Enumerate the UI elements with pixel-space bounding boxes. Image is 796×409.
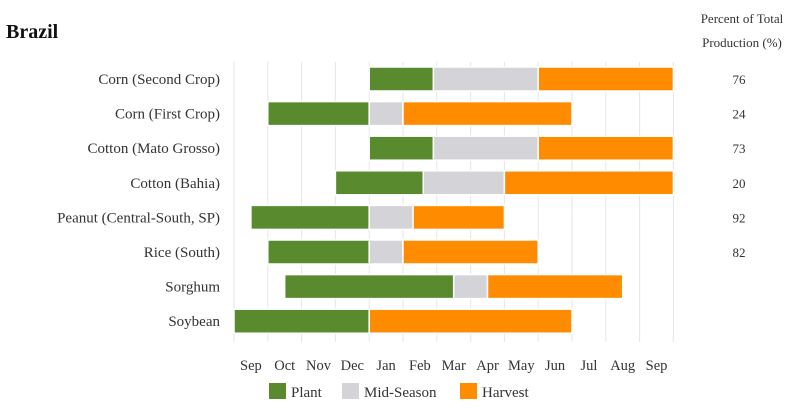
bar-segment-mid-season [368,239,404,265]
category-label: Peanut (Central-South, SP) [57,210,220,226]
month-tick-label: Mar [442,358,466,374]
bar-segment-mid-season [432,66,539,92]
bar-segment-mid-season [422,170,506,196]
bar-segment-plant [334,170,425,196]
bar-segment-plant [283,273,455,300]
bar-segment-harvest [537,66,675,92]
month-tick-label: Jan [376,358,396,374]
month-ticks: Sep Oct Nov Dec Jan Feb Mar Apr May Jun Jul Aug Sep [240,358,667,374]
month-tick-label: Nov [306,358,332,374]
month-tick-label: Feb [409,358,431,374]
bar-segment-harvest [503,170,675,196]
category-label: Corn (First Crop) [115,107,220,123]
legend-swatch [269,383,286,399]
legend: Plant Mid-Season Harvest [269,383,529,401]
bar-segment-mid-season [368,100,404,127]
bar-segment-harvest [402,239,539,265]
month-tick-label: Dec [341,358,364,374]
percent-header-line-2: Production (%) [702,35,782,50]
legend-label: Plant [291,385,323,401]
percent-label: 76 [733,72,747,87]
percent-label: 20 [733,176,746,191]
legend-swatch [460,383,477,399]
percent-label: 82 [733,245,746,260]
bar-segment-plant [233,308,370,334]
category-labels: Corn (Second Crop) Corn (First Crop) Cotto… [57,72,220,330]
month-tick-label: May [508,358,535,374]
bar-segment-harvest [402,100,573,127]
month-tick-label: Sep [646,358,668,374]
category-label: Cotton (Mato Grosso) [88,141,221,157]
legend-swatch [342,383,359,399]
chart-title: Brazil [6,21,59,43]
month-tick-label: Oct [274,358,295,374]
category-label: Corn (Second Crop) [98,72,220,88]
bar-segment-harvest [486,273,624,300]
bar-segment-harvest [537,135,675,161]
bar-segment-harvest [368,308,573,334]
bar-segment-harvest [412,204,506,231]
month-tick-label: Sep [240,358,262,374]
category-label: Rice (South) [144,245,220,261]
bars [233,66,675,334]
bar-segment-plant [368,135,435,161]
category-label: Soybean [168,314,220,330]
month-tick-label: Jun [545,358,566,374]
bar-segment-mid-season [368,204,414,231]
month-tick-label: Aug [610,358,635,374]
category-label: Cotton (Bahia) [130,176,220,192]
percent-labels: 76 24 73 20 92 82 [733,72,747,260]
bar-segment-plant [267,100,370,127]
bar-segment-mid-season [432,135,539,161]
month-tick-label: Jul [580,358,597,374]
bar-segment-plant [267,239,370,265]
month-tick-label: Apr [476,358,499,374]
percent-label: 24 [733,107,747,122]
bar-segment-mid-season [452,273,489,300]
percent-label: 92 [733,210,746,225]
bar-segment-plant [250,204,370,231]
percent-label: 73 [733,141,746,156]
bar-segment-plant [368,66,435,92]
category-label: Sorghum [165,280,220,296]
legend-label: Harvest [482,385,529,401]
legend-label: Mid-Season [364,385,437,401]
percent-header-line-1: Percent of Total [701,11,784,26]
